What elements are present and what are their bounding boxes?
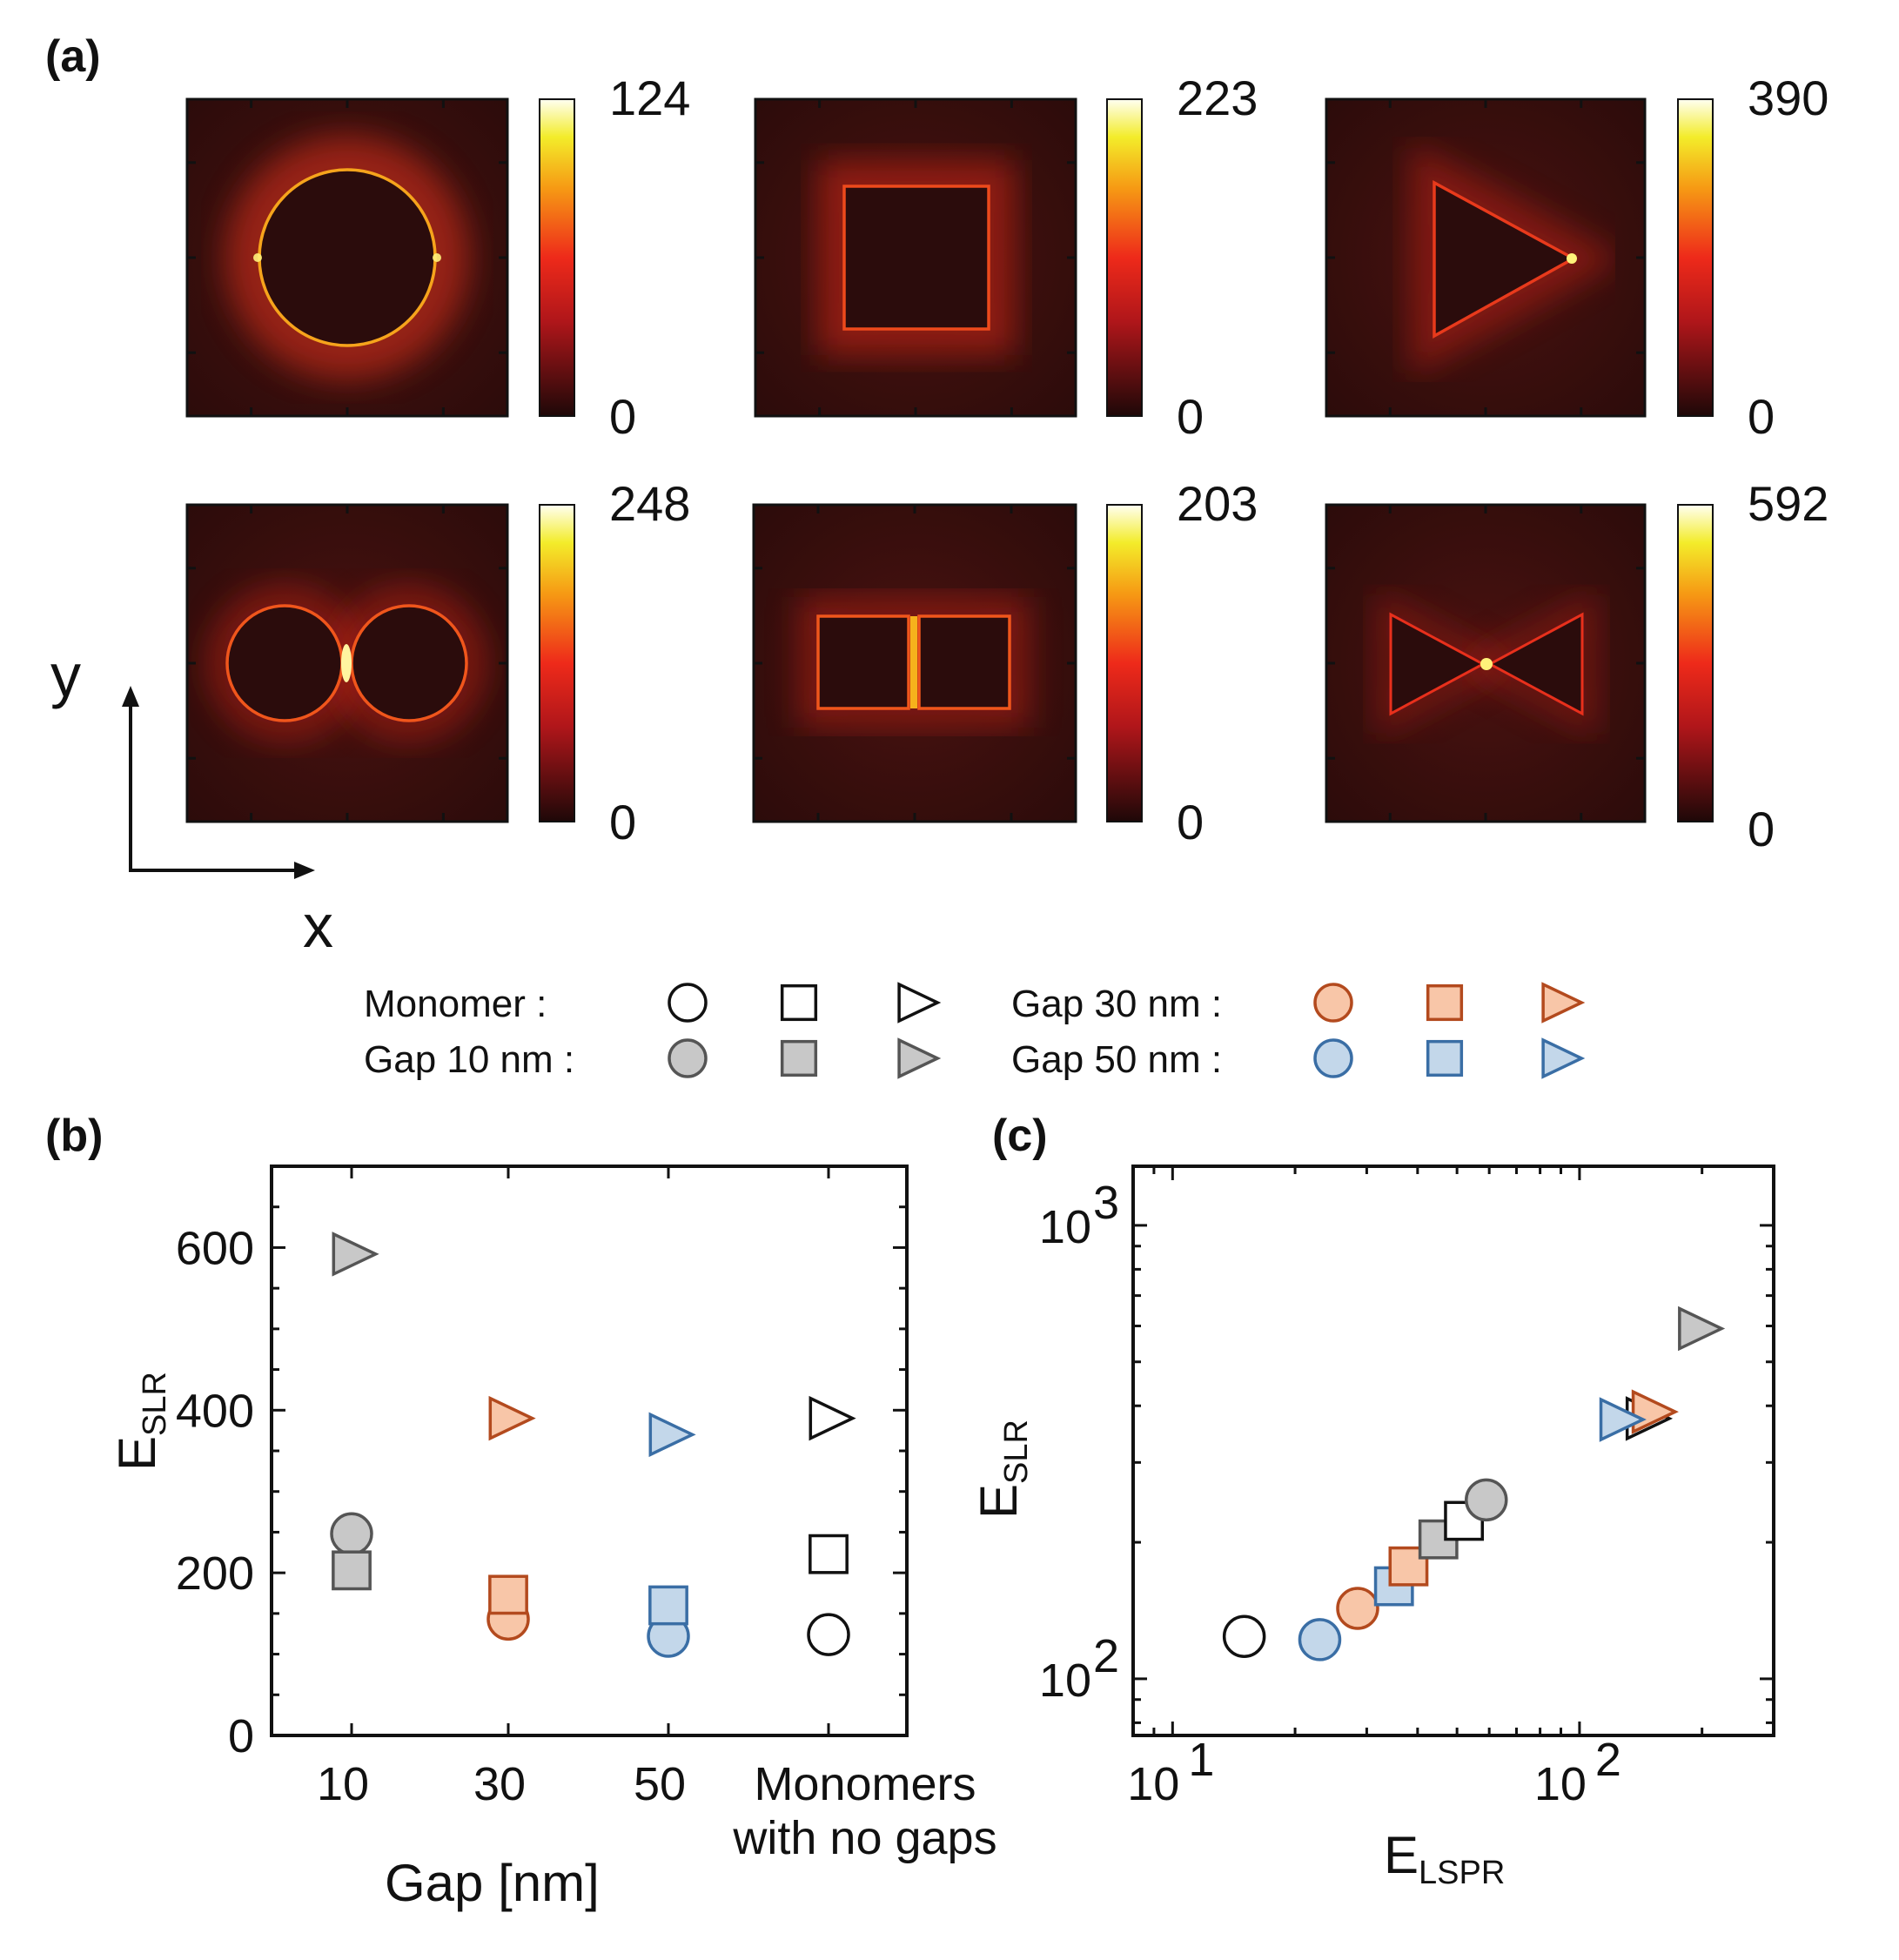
chart-c-xlabel: ELSPR: [1384, 1826, 1505, 1891]
field-map-triangle-monomer: [1325, 97, 1647, 418]
colorbar-1-max: 124: [609, 70, 690, 125]
chart-c-ytick-label: 10: [1039, 1201, 1091, 1253]
colorbar-3: 390 0: [1677, 70, 1829, 444]
field-map-bowtie-dimer: [1325, 503, 1647, 823]
chart-c-point-gap10-triangle: [1678, 1306, 1726, 1352]
panel-label-b: (b): [45, 1111, 103, 1161]
x-arrow-head-icon: [294, 862, 315, 879]
chart-b-point-gap30-triangle: [488, 1395, 536, 1441]
legend-gap30-triangle-marker: [1541, 982, 1586, 1024]
colorbar-2-min: 0: [1177, 389, 1204, 444]
chart-b-xtick-label: 10: [317, 1758, 369, 1810]
chart-b-ytick-label: 400: [176, 1385, 254, 1437]
legend-gap50-square-marker: [1426, 1039, 1464, 1077]
chart-c-ylabel-sub: SLR: [998, 1420, 1035, 1484]
chart-b-ylabel-main: E: [108, 1436, 166, 1471]
chart-b-xtick-label: 30: [473, 1758, 526, 1810]
y-arrow-head-icon: [122, 686, 139, 707]
legend-gap50-label: Gap 50 nm :: [1011, 1038, 1222, 1081]
colorbar-3-max: 390: [1748, 70, 1829, 125]
colorbar-5-min: 0: [1177, 795, 1204, 849]
panel-label-c: (c): [992, 1111, 1048, 1161]
chart-b-point-gap30-square: [488, 1574, 528, 1615]
legend-gap10-label: Gap 10 nm :: [364, 1038, 574, 1081]
chart-c-xtick-label: 10: [1534, 1758, 1587, 1810]
chart-b-point-monomer-square: [809, 1534, 849, 1574]
chart-c-ytick-label: 10: [1039, 1655, 1091, 1707]
xy-orientation-arrows: y x: [50, 641, 333, 960]
chart-c-xlabel-main: E: [1384, 1826, 1419, 1884]
colorbar-2-max: 223: [1177, 70, 1258, 125]
chart-b-ytick-label: 0: [228, 1710, 254, 1762]
colorbar-6: 592 0: [1677, 476, 1829, 856]
chart-b-point-monomer-circle: [807, 1613, 850, 1656]
colorbar-1: 124 0: [539, 70, 690, 444]
legend-gap10-circle-marker: [668, 1038, 708, 1078]
chart-c-point-monomer-circle: [1222, 1614, 1266, 1658]
chart-b-xtick-label: 50: [634, 1758, 686, 1810]
field-map-circle-dimer: [185, 503, 509, 823]
legend-gap30-label: Gap 30 nm :: [1011, 983, 1222, 1025]
chart-c-ylabel-main: E: [970, 1484, 1028, 1519]
x-axis-arrow-label: x: [303, 892, 333, 960]
legend-gap10-triangle-marker: [897, 1037, 942, 1079]
chart-b-ytick-label: 200: [176, 1547, 254, 1600]
chart-c: 10 1 10 210 210 3 ELSPR ESLR: [970, 1165, 1775, 1891]
chart-c-xtick-label: 10: [1127, 1758, 1179, 1810]
legend-monomer-label: Monomer :: [364, 983, 547, 1025]
field-map-square-dimer: [752, 503, 1077, 823]
field-map-ticks: [187, 99, 1645, 822]
colorbar-2: 223 0: [1106, 70, 1258, 444]
chart-b-ytick-label: 600: [176, 1222, 254, 1274]
chart-b-point-gap10-triangle: [332, 1232, 379, 1277]
chart-b-point-monomer-triangle: [809, 1395, 856, 1441]
colorbar-5-max: 203: [1177, 476, 1258, 531]
chart-b-point-gap10-circle: [330, 1512, 373, 1556]
chart-c-point-gap50-triangle: [1599, 1397, 1647, 1442]
chart-c-xlabel-sub: LSPR: [1419, 1855, 1505, 1891]
chart-b-xlabel: Gap [nm]: [385, 1854, 600, 1912]
colorbar-4-min: 0: [609, 795, 636, 849]
legend-gap30-circle-marker: [1313, 983, 1353, 1023]
colorbar-1-min: 0: [609, 389, 636, 444]
chart-b-point-gap50-square: [648, 1585, 688, 1626]
chart-b-point-gap50-triangle: [648, 1412, 696, 1458]
chart-c-ytick-exp: 3: [1093, 1177, 1119, 1229]
legend-gap10-square-marker: [780, 1039, 818, 1077]
chart-b-ylabel: ESLR: [108, 1372, 173, 1471]
chart-c-point-gap10-circle: [1465, 1478, 1508, 1522]
chart-c-point-gap30-circle: [1336, 1587, 1379, 1630]
chart-b-xtick-label: Monomers: [754, 1758, 976, 1810]
field-map-circle-monomer: [185, 97, 509, 418]
colorbar-3-min: 0: [1748, 389, 1775, 444]
chart-b-xtick-label: with no gaps: [732, 1812, 996, 1864]
colorbar-5: 203 0: [1106, 476, 1258, 849]
chart-c-xtick-exp: 1: [1188, 1734, 1214, 1786]
chart-b-point-gap10-square: [332, 1550, 372, 1591]
y-axis-arrow-label: y: [50, 641, 81, 709]
colorbar-6-max: 592: [1748, 476, 1829, 531]
field-map-square-monomer: [754, 97, 1077, 418]
chart-c-point-gap50-circle: [1298, 1618, 1342, 1661]
legend-monomer-square-marker: [780, 983, 818, 1022]
legend-gap50-triangle-marker: [1541, 1037, 1586, 1079]
chart-c-frame: [1131, 1165, 1775, 1737]
chart-b-ylabel-sub: SLR: [137, 1372, 173, 1436]
legend-gap50-circle-marker: [1313, 1038, 1353, 1078]
colorbar-4: 248 0: [539, 476, 690, 849]
legend: Monomer : Gap 10 nm : Gap 30 nm : Gap 50…: [364, 982, 1586, 1081]
chart-c-ytick-exp: 2: [1093, 1630, 1119, 1682]
panel-label-a: (a): [45, 31, 101, 82]
legend-gap30-square-marker: [1426, 983, 1464, 1022]
chart-c-ylabel: ESLR: [970, 1420, 1035, 1519]
legend-monomer-triangle-marker: [897, 982, 942, 1024]
chart-c-xtick-exp: 2: [1595, 1734, 1621, 1786]
chart-c-point-gap30-triangle: [1631, 1389, 1679, 1434]
colorbar-4-max: 248: [609, 476, 690, 531]
colorbar-6-min: 0: [1748, 802, 1775, 856]
legend-monomer-circle-marker: [668, 983, 708, 1023]
